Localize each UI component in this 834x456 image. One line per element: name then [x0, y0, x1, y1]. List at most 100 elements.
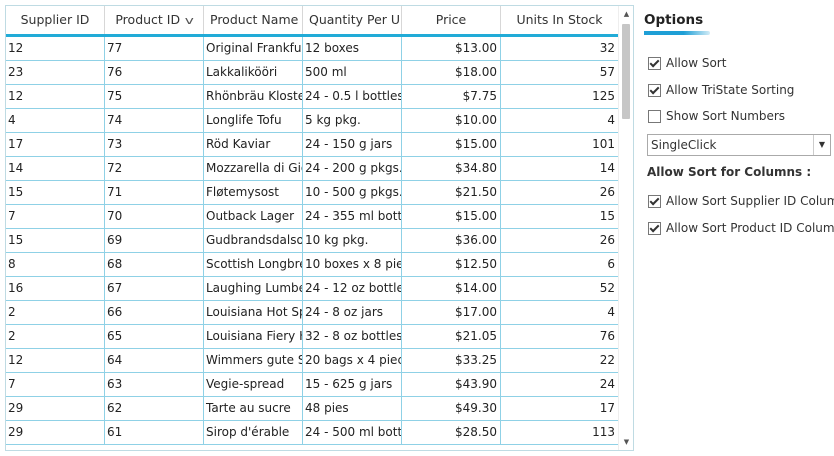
table-cell[interactable]: Louisiana Fiery Hot Pepper Sauce [204, 325, 303, 348]
table-cell[interactable]: 57 [599, 65, 615, 79]
table-cell[interactable]: $43.90 [402, 373, 501, 396]
table-cell[interactable]: 12 [6, 37, 105, 60]
table-cell[interactable]: 24 [599, 377, 615, 391]
table-cell[interactable]: 8 [6, 253, 105, 276]
sort-click-mode-dropdown[interactable]: SingleClick ▼ [647, 134, 831, 156]
table-cell[interactable]: $36.00 [402, 229, 501, 252]
table-cell[interactable]: 125 [592, 89, 615, 103]
checkbox-box[interactable] [648, 109, 661, 123]
table-cell[interactable]: Rhönbräu Klosterbier [204, 85, 303, 108]
table-cell[interactable]: 4 [607, 113, 615, 127]
table-cell[interactable]: 69 [105, 229, 204, 252]
scrollbar-thumb[interactable] [622, 24, 630, 119]
table-cell[interactable]: 10 boxes x 8 pieces [303, 253, 402, 276]
table-row[interactable]: 4 74 Longlife Tofu 5 kg pkg. $10.00 4 [6, 109, 618, 133]
table-cell[interactable]: 15 - 625 g jars [303, 373, 402, 396]
table-cell[interactable]: 24 - 500 ml bottles [303, 421, 402, 444]
table-cell[interactable]: 73 [105, 133, 204, 156]
table-cell[interactable]: 2 [6, 325, 105, 348]
table-cell[interactable]: 24 - 150 g jars [303, 133, 402, 156]
table-cell[interactable]: 24 - 0.5 l bottles [303, 85, 402, 108]
table-cell[interactable]: 101 [592, 137, 615, 151]
table-cell[interactable]: 6 [607, 257, 615, 271]
table-cell[interactable]: 12 [6, 85, 105, 108]
table-cell[interactable]: 76 [599, 329, 615, 343]
table-cell[interactable]: 24 - 200 g pkgs. [303, 157, 402, 180]
table-cell[interactable]: 4 [607, 305, 615, 319]
column-header-price[interactable]: Price [402, 6, 501, 34]
allow-sort-checkbox[interactable]: Allow Sort [648, 55, 726, 71]
table-cell[interactable]: 14 [599, 161, 615, 175]
table-cell[interactable]: 32 - 8 oz bottles [303, 325, 402, 348]
table-cell[interactable]: $18.00 [402, 61, 501, 84]
table-cell[interactable]: 10 - 500 g pkgs. [303, 181, 402, 204]
table-cell[interactable]: $13.00 [402, 37, 501, 60]
table-cell[interactable]: 32 [599, 41, 615, 55]
table-cell[interactable]: Vegie-spread [204, 373, 303, 396]
table-cell[interactable]: $49.30 [402, 397, 501, 420]
table-cell[interactable]: Mozzarella di Giovanni [204, 157, 303, 180]
table-cell[interactable]: 24 - 355 ml bottles [303, 205, 402, 228]
column-header-quantity-per-unit[interactable]: Quantity Per Unit [303, 6, 402, 34]
table-cell[interactable]: Fløtemysost [204, 181, 303, 204]
table-row[interactable]: 15 71 Fløtemysost 10 - 500 g pkgs. $21.50 26 [6, 181, 618, 205]
allow-sort-product-id-checkbox[interactable]: Allow Sort Product ID Column [648, 220, 834, 236]
column-header-units-in-stock[interactable]: Units In Stock [501, 6, 618, 34]
chevron-down-icon[interactable]: ▼ [813, 135, 830, 155]
table-cell[interactable]: 64 [105, 349, 204, 372]
vertical-scrollbar[interactable]: ▲ ▼ [618, 6, 633, 450]
table-cell[interactable]: 15 [599, 209, 615, 223]
table-cell[interactable]: 15 [6, 181, 105, 204]
table-cell[interactable]: $21.50 [402, 181, 501, 204]
table-cell[interactable]: Röd Kaviar [204, 133, 303, 156]
table-cell[interactable]: 71 [105, 181, 204, 204]
table-cell[interactable]: 5 kg pkg. [303, 109, 402, 132]
allow-tristate-sorting-checkbox[interactable]: Allow TriState Sorting [648, 82, 794, 98]
table-cell[interactable]: 22 [599, 353, 615, 367]
table-cell[interactable]: 4 [6, 109, 105, 132]
table-cell[interactable]: 48 pies [303, 397, 402, 420]
table-cell[interactable]: Original Frankfurter grüne Soße [204, 37, 303, 60]
table-cell[interactable]: Sirop d'érable [204, 421, 303, 444]
table-cell[interactable]: 75 [105, 85, 204, 108]
checkbox-box[interactable] [648, 221, 661, 235]
table-cell[interactable]: 26 [599, 233, 615, 247]
table-cell[interactable]: Longlife Tofu [204, 109, 303, 132]
checkbox-box[interactable] [648, 83, 661, 97]
table-cell[interactable]: $17.00 [402, 301, 501, 324]
table-row[interactable]: 17 73 Röd Kaviar 24 - 150 g jars $15.00 101 [6, 133, 618, 157]
table-cell[interactable]: 68 [105, 253, 204, 276]
table-cell[interactable]: 10 kg pkg. [303, 229, 402, 252]
table-row[interactable]: 7 63 Vegie-spread 15 - 625 g jars $43.90 24 [6, 373, 618, 397]
table-row[interactable]: 23 76 Lakkalikööri 500 ml $18.00 57 [6, 61, 618, 85]
table-cell[interactable]: Scottish Longbreads [204, 253, 303, 276]
table-cell[interactable]: 12 boxes [303, 37, 402, 60]
table-cell[interactable]: 24 - 8 oz jars [303, 301, 402, 324]
table-cell[interactable]: Tarte au sucre [204, 397, 303, 420]
table-cell[interactable]: 113 [592, 425, 615, 439]
table-cell[interactable]: 66 [105, 301, 204, 324]
table-cell[interactable]: 67 [105, 277, 204, 300]
table-cell[interactable]: $15.00 [402, 205, 501, 228]
table-cell[interactable]: Laughing Lumberjack Lager [204, 277, 303, 300]
table-cell[interactable]: 24 - 12 oz bottles [303, 277, 402, 300]
checkbox-box[interactable] [648, 194, 661, 208]
table-cell[interactable]: 26 [599, 185, 615, 199]
table-cell[interactable]: $7.75 [402, 85, 501, 108]
table-cell[interactable]: $10.00 [402, 109, 501, 132]
scroll-up-icon[interactable]: ▲ [623, 10, 630, 18]
table-cell[interactable]: $21.05 [402, 325, 501, 348]
table-cell[interactable]: 7 [6, 373, 105, 396]
table-cell[interactable]: 74 [105, 109, 204, 132]
table-cell[interactable]: 61 [105, 421, 204, 444]
table-cell[interactable]: 16 [6, 277, 105, 300]
table-cell[interactable]: 14 [6, 157, 105, 180]
table-cell[interactable]: 62 [105, 397, 204, 420]
